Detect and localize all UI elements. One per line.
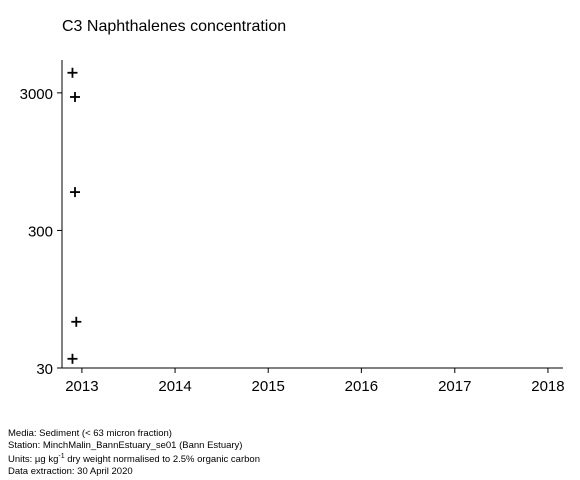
chart-title: C3 Naphthalenes concentration xyxy=(62,18,287,35)
y-tick-label: 30 xyxy=(36,361,53,378)
units-exponent: -1 xyxy=(58,453,65,460)
footer-units: Units: µg kg-1 dry weight normalised to … xyxy=(8,451,260,466)
footer-notes: Media: Sediment (< 63 micron fraction) S… xyxy=(8,428,260,477)
data-point xyxy=(70,91,81,102)
x-tick-label: 2015 xyxy=(252,378,285,395)
x-tick-label: 2016 xyxy=(345,378,378,395)
y-tick-label: 3000 xyxy=(20,86,53,103)
footer-media: Media: Sediment (< 63 micron fraction) xyxy=(8,428,172,439)
footer-extraction: Data extraction: 30 April 2020 xyxy=(8,465,133,477)
x-ticks: 2013 2014 2015 2016 2017 2018 xyxy=(65,368,565,395)
data-point xyxy=(70,187,81,198)
x-tick-label: 2018 xyxy=(531,378,564,395)
data-point xyxy=(67,353,78,364)
x-tick-label: 2013 xyxy=(65,378,98,395)
data-point xyxy=(67,67,78,78)
data-points xyxy=(67,67,82,364)
x-tick-label: 2014 xyxy=(158,378,191,395)
data-point xyxy=(71,316,82,327)
x-tick-label: 2017 xyxy=(438,378,471,395)
footer-station: Station: MinchMalin_BannEstuary_se01 (Ba… xyxy=(8,439,243,451)
units-prefix: Units: µg kg xyxy=(8,454,59,465)
y-ticks: 30 300 3000 xyxy=(20,86,62,378)
units-suffix: dry weight normalised to 2.5% organic ca… xyxy=(64,454,260,465)
chart-svg: 30 300 3000 2013 2014 2015 2016 2017 2018 xyxy=(20,60,565,395)
axes xyxy=(61,60,563,369)
y-tick-label: 300 xyxy=(28,223,53,240)
